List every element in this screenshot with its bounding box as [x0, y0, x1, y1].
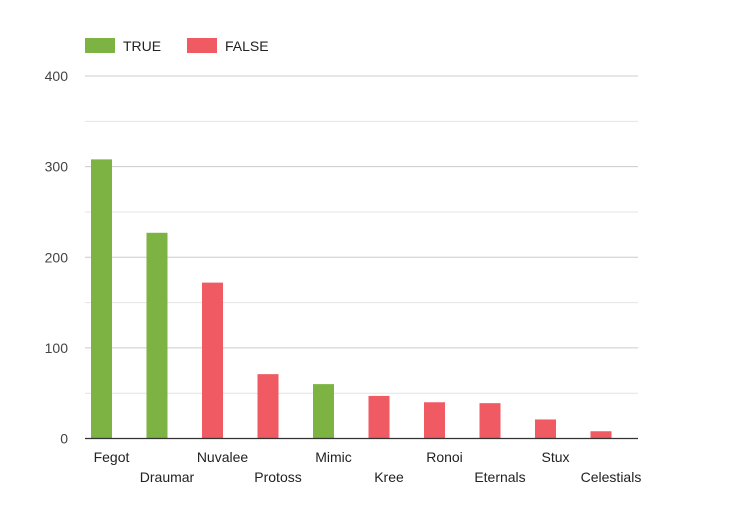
x-tick-label: Mimic — [315, 449, 352, 465]
bar-celestials-false — [590, 431, 612, 439]
bar-protoss-false — [257, 374, 279, 439]
x-tick-label: Fegot — [94, 449, 130, 465]
gridlines — [85, 75, 638, 394]
y-tick-label: 100 — [45, 340, 69, 356]
legend-swatch-true — [85, 38, 115, 53]
bar-stux-false — [535, 419, 556, 439]
legend-swatch-false — [187, 38, 217, 53]
x-tick-label: Kree — [374, 469, 404, 485]
y-tick-label: 300 — [45, 159, 69, 175]
bar-fegot-true — [91, 159, 112, 439]
bar-nuvalee-false — [202, 282, 223, 439]
x-tick-label: Draumar — [140, 469, 195, 485]
bar-draumar-true — [146, 232, 168, 439]
bars — [91, 159, 612, 439]
bar-mimic-true — [313, 384, 334, 439]
y-axis: 0 100 200 300 400 — [45, 68, 69, 447]
x-tick-label: Stux — [541, 449, 569, 465]
y-tick-label: 200 — [45, 249, 69, 265]
bar-ronoi-false — [424, 402, 445, 439]
y-tick-label: 0 — [60, 431, 68, 447]
legend-label-true: TRUE — [123, 38, 161, 54]
x-tick-label: Celestials — [581, 469, 642, 485]
x-tick-label: Protoss — [254, 469, 301, 485]
x-tick-label: Ronoi — [426, 449, 463, 465]
y-tick-label: 400 — [45, 68, 69, 84]
x-tick-label: Eternals — [474, 469, 525, 485]
bar-kree-false — [368, 395, 390, 439]
x-tick-label: Nuvalee — [197, 449, 249, 465]
legend: TRUE FALSE — [85, 38, 269, 54]
bar-eternals-false — [479, 403, 501, 439]
legend-label-false: FALSE — [225, 38, 269, 54]
